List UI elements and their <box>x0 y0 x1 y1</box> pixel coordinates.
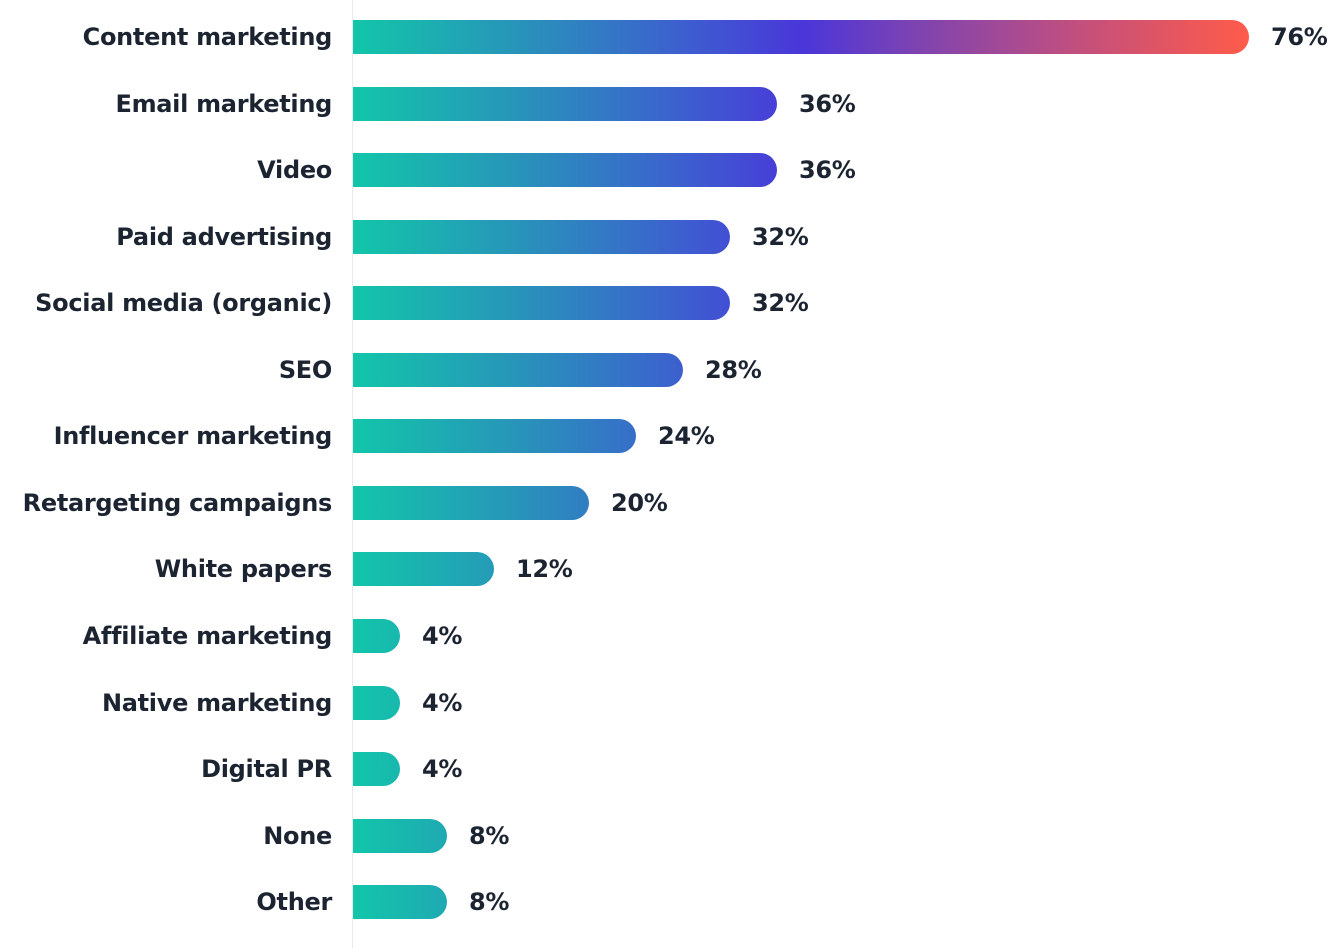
bar <box>353 885 447 919</box>
category-label: Video <box>257 156 332 184</box>
value-label: 76% <box>1271 23 1328 51</box>
value-label: 32% <box>752 223 809 251</box>
bar <box>353 619 400 653</box>
bar <box>353 20 1249 54</box>
bar <box>353 153 777 187</box>
category-label: White papers <box>154 555 333 583</box>
value-label: 28% <box>705 356 762 384</box>
value-label: 32% <box>752 289 809 317</box>
bar-row: Influencer marketing 24% <box>0 419 1334 453</box>
bar-row: Native marketing 4% <box>0 686 1334 720</box>
bar <box>353 286 730 320</box>
bar <box>353 419 636 453</box>
value-label: 24% <box>658 422 715 450</box>
category-label: Retargeting campaigns <box>22 489 333 517</box>
bar <box>353 686 400 720</box>
bar <box>353 819 447 853</box>
value-label: 4% <box>422 689 463 717</box>
bar-row: None 8% <box>0 819 1334 853</box>
category-label: Influencer marketing <box>53 422 333 450</box>
bar-row: White papers 12% <box>0 552 1334 586</box>
bar-row: Email marketing 36% <box>0 87 1334 121</box>
value-label: 20% <box>611 489 668 517</box>
value-label: 36% <box>799 90 856 118</box>
category-label: Content marketing <box>82 23 333 51</box>
value-label: 12% <box>516 555 573 583</box>
value-label: 4% <box>422 622 463 650</box>
bar-row: Paid advertising 32% <box>0 220 1334 254</box>
bar <box>353 220 730 254</box>
bar-row: Retargeting campaigns 20% <box>0 486 1334 520</box>
bar-row: Digital PR 4% <box>0 752 1334 786</box>
value-label: 36% <box>799 156 856 184</box>
category-label: None <box>263 822 332 850</box>
bar-row: Other 8% <box>0 885 1334 919</box>
bar-row: Affiliate marketing 4% <box>0 619 1334 653</box>
category-label: Native marketing <box>101 689 332 717</box>
bar-row: Social media (organic) 32% <box>0 286 1334 320</box>
bar-row: Content marketing 76% <box>0 20 1334 54</box>
bar <box>353 486 589 520</box>
category-label: Digital PR <box>201 755 332 783</box>
bar <box>353 87 777 121</box>
category-label: Social media (organic) <box>35 289 332 317</box>
category-label: Email marketing <box>115 90 332 118</box>
bar-row: SEO 28% <box>0 353 1334 387</box>
category-label: SEO <box>278 356 332 384</box>
value-label: 8% <box>469 888 510 916</box>
value-label: 8% <box>469 822 510 850</box>
value-label: 4% <box>422 755 463 783</box>
category-label: Affiliate marketing <box>82 622 333 650</box>
bar <box>353 552 494 586</box>
category-label: Other <box>256 888 332 916</box>
y-axis-line <box>352 0 353 948</box>
bar <box>353 752 400 786</box>
bar-row: Video 36% <box>0 153 1334 187</box>
category-label: Paid advertising <box>116 223 332 251</box>
bar <box>353 353 683 387</box>
